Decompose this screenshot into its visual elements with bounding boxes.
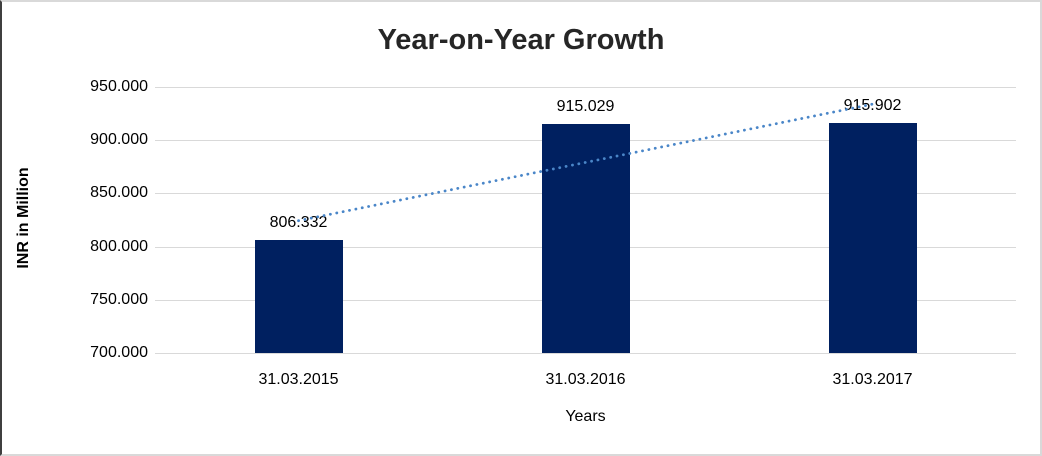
bar-31.03.2016 bbox=[541, 124, 630, 353]
bar-value-label: 915.902 bbox=[843, 97, 902, 115]
gridline bbox=[155, 353, 1016, 354]
x-axis-title: Years bbox=[565, 408, 606, 425]
plot-area: 806.332 915.029 915.902 bbox=[155, 87, 1016, 354]
y-tick-label: 750.000 bbox=[90, 290, 148, 308]
bar-31.03.2017 bbox=[828, 123, 917, 353]
bar-value-label: 915.029 bbox=[556, 98, 615, 116]
y-tick-label: 900.000 bbox=[90, 131, 148, 149]
chart-title: Year-on-Year Growth bbox=[377, 24, 665, 56]
y-tick-label: 700.000 bbox=[90, 344, 148, 361]
x-tick-label: 31.03.2015 bbox=[258, 371, 339, 388]
y-axis-tick-labels: 950.000 900.000 850.000 800.000 750.000 700.0… bbox=[2, 78, 148, 361]
x-tick-label: 31.03.2017 bbox=[832, 371, 913, 388]
bar-31.03.2015 bbox=[254, 239, 343, 353]
y-tick-label: 850.000 bbox=[90, 184, 148, 202]
gridline bbox=[155, 87, 1016, 88]
y-tick-label: 800.000 bbox=[90, 237, 148, 255]
y-tick-label: 950.000 bbox=[90, 78, 148, 95]
bar-value-label: 806.332 bbox=[269, 213, 328, 231]
x-axis-tick-labels: 31.03.2015 31.03.2016 31.03.2017 bbox=[155, 371, 1016, 391]
x-tick-label: 31.03.2016 bbox=[545, 371, 626, 388]
